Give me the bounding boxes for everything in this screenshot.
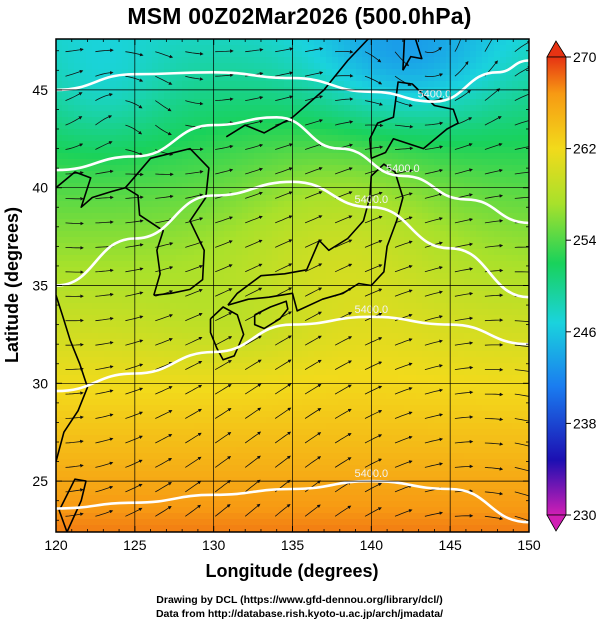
coastline-segment [402, 39, 423, 71]
contour-label: 5400.0 [418, 89, 452, 101]
axis-ticks: 120 125 130 135 140 145 150 25 30 35 40 45 [32, 39, 541, 553]
coastline-segment [253, 300, 289, 330]
credit-data: Data from http://database.rish.kyoto-u.a… [155, 608, 444, 620]
colorbar-ticks: 270 262 254 246 238 230 [566, 49, 597, 523]
coastline-segment [209, 306, 245, 361]
coastlines [56, 39, 459, 532]
colorbar-label: 238 [573, 415, 597, 431]
map-title: MSM 00Z02Mar2026 (500.0hPa) [127, 3, 472, 29]
lon-tick-label: 130 [202, 537, 226, 553]
colorbar-label: 230 [573, 507, 597, 523]
lon-tick-label: 150 [517, 537, 541, 553]
height-contour-line [56, 115, 529, 225]
lat-tick-label: 25 [32, 473, 48, 489]
colorbar-min-triangle [546, 514, 567, 532]
colorbar-label: 246 [573, 324, 597, 340]
lon-tick-label: 140 [360, 537, 384, 553]
lat-tick-label: 30 [32, 375, 48, 391]
coastline-segment [56, 295, 89, 462]
lon-tick-label: 135 [281, 537, 305, 553]
lon-tick-label: 125 [123, 537, 147, 553]
streamlines [65, 39, 529, 523]
colorbar: 270 262 254 246 238 230 [546, 40, 597, 532]
height-contour-line [56, 59, 529, 103]
coastline-segment [124, 147, 210, 297]
lat-lon-grid [56, 39, 529, 532]
credit-drawing: Drawing by DCL (https://www.gfd-dennou.o… [156, 594, 443, 606]
lat-tick-label: 40 [32, 180, 48, 196]
temperature-shading [56, 39, 529, 532]
colorbar-gradient [546, 56, 567, 516]
coastline-segment [369, 81, 459, 160]
colorbar-max-triangle [546, 40, 567, 58]
contour-label: 5400.0 [386, 163, 420, 175]
coastline-segment [56, 171, 126, 208]
colorbar-label: 262 [573, 141, 597, 157]
y-axis-title: Latitude (degrees) [2, 207, 22, 363]
colorbar-label: 254 [573, 232, 597, 248]
lat-tick-label: 45 [32, 82, 48, 98]
lon-tick-label: 145 [438, 537, 462, 553]
x-axis-title: Longitude (degrees) [205, 561, 378, 581]
coastline-segment [58, 478, 87, 532]
lon-tick-label: 120 [44, 537, 68, 553]
colorbar-label: 270 [573, 49, 597, 65]
coastline-segment [227, 163, 404, 312]
lat-tick-label: 35 [32, 278, 48, 294]
